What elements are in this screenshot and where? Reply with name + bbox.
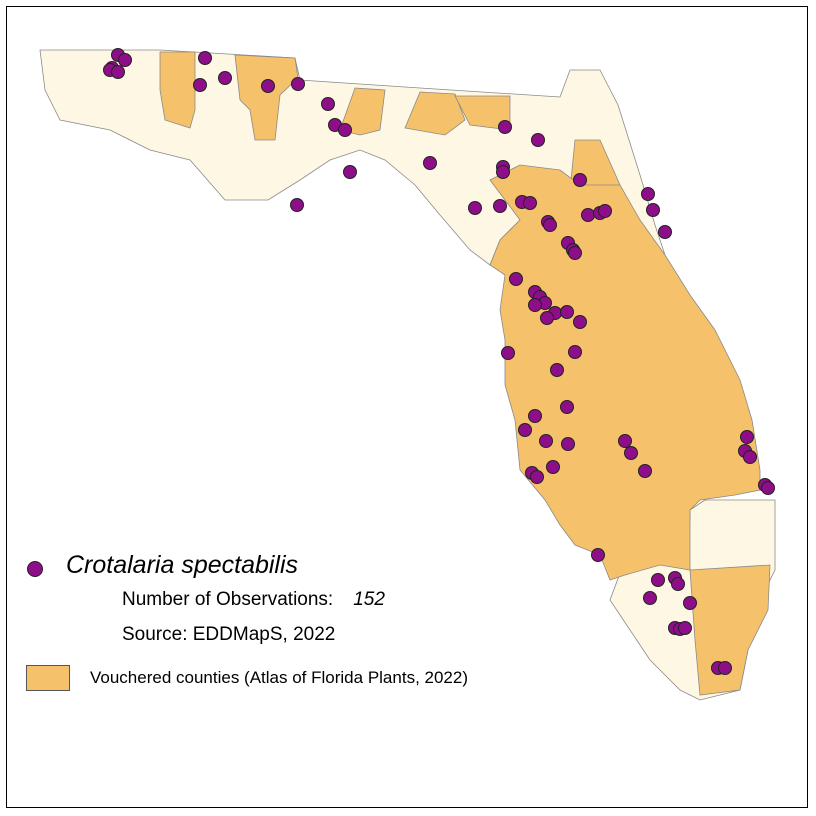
observation-point <box>573 315 587 329</box>
observation-point <box>618 434 632 448</box>
observation-point <box>496 165 510 179</box>
observation-point <box>546 460 560 474</box>
observation-point <box>641 187 655 201</box>
observation-point <box>591 548 605 562</box>
observation-point <box>338 123 352 137</box>
observation-point <box>423 156 437 170</box>
observation-point <box>501 346 515 360</box>
observation-point <box>198 51 212 65</box>
observation-point <box>528 298 542 312</box>
observation-count-line: Number of Observations: 152 <box>122 589 385 611</box>
observation-point <box>651 573 665 587</box>
observation-point <box>498 120 512 134</box>
observation-point <box>523 196 537 210</box>
observation-point <box>539 434 553 448</box>
species-name: Crotalaria spectabilis <box>66 551 299 579</box>
vouchered-legend-swatch <box>26 665 70 691</box>
observation-point <box>550 363 564 377</box>
observation-point <box>291 77 305 91</box>
observation-point <box>193 78 207 92</box>
observation-point <box>638 464 652 478</box>
observation-point <box>568 246 582 260</box>
observations-label: Number of Observations: <box>122 589 334 610</box>
observation-point <box>560 400 574 414</box>
vouchered-county <box>234 54 299 141</box>
vouchered-county <box>404 91 466 136</box>
observation-point <box>671 577 685 591</box>
source-text: Source: EDDMapS, 2022 <box>122 624 336 645</box>
observation-point <box>718 661 732 675</box>
observation-point <box>646 203 660 217</box>
observation-point <box>678 621 692 635</box>
vouchered-county <box>159 51 196 129</box>
observation-point <box>561 437 575 451</box>
map-frame <box>6 6 808 808</box>
vouchered-county <box>689 564 771 696</box>
observation-point <box>598 204 612 218</box>
observation-point <box>624 446 638 460</box>
vouchered-legend-label: Vouchered counties (Atlas of Florida Pla… <box>90 668 468 687</box>
observation-point <box>658 225 672 239</box>
observation-point <box>761 481 775 495</box>
observation-point <box>343 165 357 179</box>
observation-point <box>530 470 544 484</box>
observation-point <box>509 272 523 286</box>
observation-point <box>743 450 757 464</box>
observation-point <box>643 591 657 605</box>
observation-point <box>531 133 545 147</box>
observation-point <box>540 311 554 325</box>
observation-point <box>118 53 132 67</box>
observation-point <box>468 201 482 215</box>
observation-point <box>261 79 275 93</box>
observation-point <box>218 71 232 85</box>
observation-point <box>111 65 125 79</box>
vouchered-county <box>339 87 386 136</box>
observation-point <box>560 305 574 319</box>
observation-point <box>581 208 595 222</box>
observation-points <box>103 48 775 675</box>
observation-point <box>321 97 335 111</box>
observations-count: 152 <box>353 589 385 610</box>
observation-point <box>493 199 507 213</box>
observation-point <box>568 345 582 359</box>
observation-point <box>740 430 754 444</box>
vouchered-peninsula <box>489 164 761 581</box>
observation-legend-icon <box>27 561 43 577</box>
observation-point <box>543 218 557 232</box>
observation-point <box>573 173 587 187</box>
observation-point <box>683 596 697 610</box>
observation-point <box>518 423 532 437</box>
observation-point <box>528 409 542 423</box>
observation-point <box>290 198 304 212</box>
